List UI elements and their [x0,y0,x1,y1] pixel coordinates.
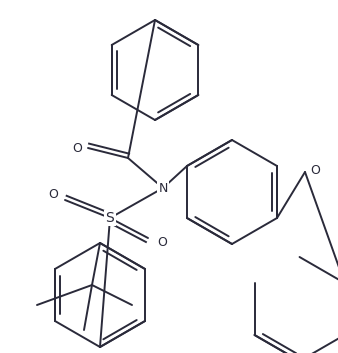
Text: O: O [157,237,167,250]
Text: O: O [310,163,320,176]
Text: O: O [72,142,82,155]
Text: O: O [48,189,58,202]
Text: N: N [158,181,168,195]
Text: S: S [105,211,114,225]
